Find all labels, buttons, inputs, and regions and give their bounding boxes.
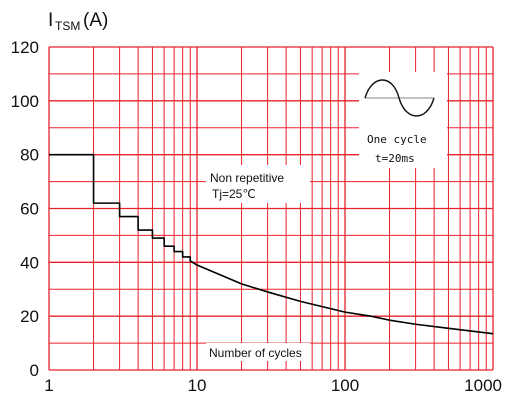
y-tick-label: 40 [20,253,39,272]
one-cycle-box [359,72,447,168]
condition-label-line1: Non repetitive [210,171,284,185]
y-tick-label: 120 [11,38,39,57]
y-tick-labels: 0 20 40 60 80 100 120 [11,38,39,380]
x-tick-label: 1000 [464,376,502,395]
x-tick-label: 1 [44,376,53,395]
y-tick-label: 80 [20,146,39,165]
y-tick-label: 0 [30,361,39,380]
y-axis-title-subscript: TSM [55,19,80,33]
surge-current-line [49,153,494,335]
pulse-duration-label: t=20ms [375,152,415,165]
x-axis-title-box [206,343,310,361]
y-tick-label: 60 [20,200,39,219]
y-axis-title-main: I [48,10,53,31]
x-tick-label: 100 [331,376,359,395]
y-tick-label: 100 [11,92,39,111]
grid-lines [48,46,494,371]
surge-current-curve [49,153,494,335]
condition-label-box [206,165,310,203]
condition-label-line2: Tj=25℃ [212,187,256,201]
y-axis-title-unit: (A) [83,10,108,31]
y-tick-label: 20 [20,307,39,326]
x-axis-title: Number of cycles [209,346,302,360]
one-cycle-label: One cycle [367,133,427,146]
x-tick-label: 10 [188,376,207,395]
x-tick-labels: 1 10 100 1000 [44,376,502,395]
